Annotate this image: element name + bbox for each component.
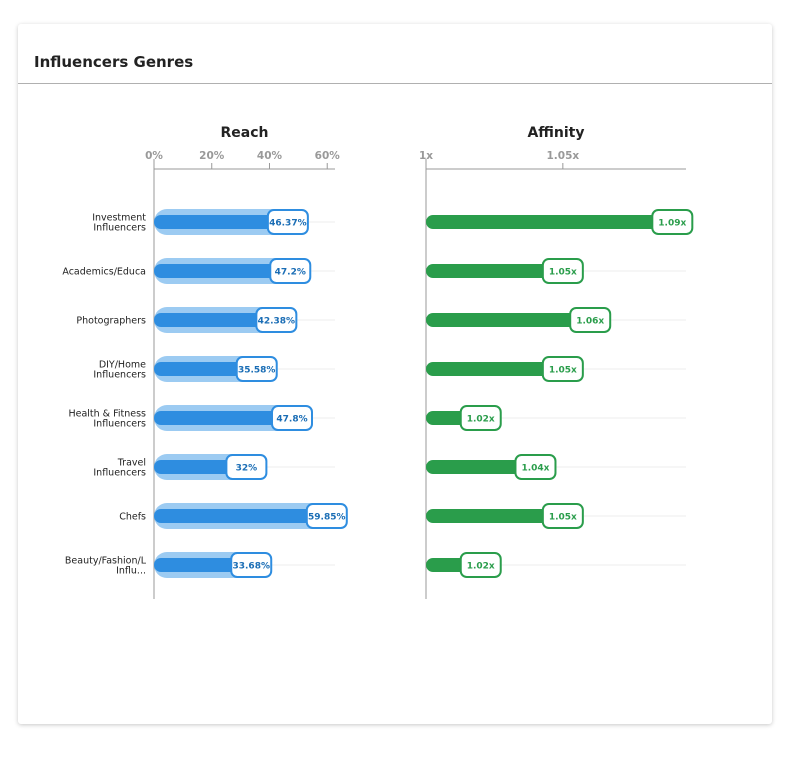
category-label: DIY/Home Influencers (93, 360, 146, 381)
reach-value-pill (305, 503, 348, 529)
reach-value-pill (230, 552, 273, 578)
reach-tick-label: 20% (199, 150, 225, 162)
title-divider (18, 83, 772, 84)
reach-value-pill (235, 356, 278, 382)
affinity-value-label: 1.06x (576, 317, 604, 327)
affinity-value-pill (459, 405, 502, 431)
reach-value-label: 35.58% (238, 366, 276, 376)
category-label: Academics/Educa (62, 267, 146, 278)
affinity-value-label: 1.09x (658, 219, 686, 229)
chart-card: Influencers Genres (18, 24, 772, 724)
reach-bar (154, 313, 277, 327)
affinity-value-pill (541, 503, 584, 529)
category-label: Chefs (119, 512, 146, 523)
affinity-value-pill (459, 552, 502, 578)
category-label: Health & Fitness Influencers (68, 409, 146, 430)
reach-title: Reach (221, 125, 269, 141)
panel-title: Influencers Genres (34, 53, 194, 71)
reach-bar (154, 411, 293, 425)
affinity-title: Affinity (527, 125, 584, 141)
reach-bar (154, 215, 288, 229)
reach-value-label: 47.8% (276, 415, 307, 425)
reach-value-label: 33.68% (232, 562, 270, 572)
reach-tick-label: 0% (145, 150, 163, 162)
affinity-value-label: 1.05x (549, 366, 577, 376)
affinity-bar (426, 362, 563, 376)
reach-value-pill (255, 307, 298, 333)
affinity-value-pill (514, 454, 557, 480)
affinity-bar (426, 313, 591, 327)
reach-value-label: 42.38% (258, 317, 296, 327)
reach-value-label: 47.2% (275, 268, 306, 278)
affinity-value-label: 1.02x (467, 562, 495, 572)
reach-tick-label: 40% (257, 150, 283, 162)
affinity-value-label: 1.05x (549, 268, 577, 278)
affinity-value-pill (541, 356, 584, 382)
affinity-value-pill (651, 209, 694, 235)
reach-value-label: 32% (236, 464, 258, 474)
affinity-value-pill (569, 307, 612, 333)
reach-value-pill (269, 258, 312, 284)
reach-tick-label: 60% (315, 150, 341, 162)
reach-bar (154, 558, 252, 572)
affinity-tick-label: 1.05x (546, 150, 579, 162)
reach-value-pill (271, 405, 314, 431)
affinity-bar (426, 264, 563, 278)
affinity-bar (426, 460, 536, 474)
reach-bar (154, 362, 257, 376)
reach-value-label: 46.37% (269, 219, 307, 229)
affinity-value-pill (541, 258, 584, 284)
category-label: Beauty/Fashion/L Influ... (65, 556, 147, 577)
affinity-value-label: 1.05x (549, 513, 577, 523)
category-label: Investment Influencers (92, 213, 146, 234)
affinity-value-label: 1.04x (521, 464, 549, 474)
reach-value-pill (225, 454, 268, 480)
affinity-bar (426, 509, 563, 523)
affinity-tick-label: 1x (419, 150, 433, 162)
affinity-value-label: 1.02x (467, 415, 495, 425)
affinity-bar (426, 215, 673, 229)
reach-value-label: 59.85% (308, 513, 346, 523)
category-label: Photographers (76, 316, 146, 327)
reach-bar (154, 460, 247, 474)
reach-bar (154, 509, 327, 523)
reach-value-pill (266, 209, 309, 235)
category-label: Travel Influencers (93, 458, 146, 479)
reach-bar (154, 264, 291, 278)
